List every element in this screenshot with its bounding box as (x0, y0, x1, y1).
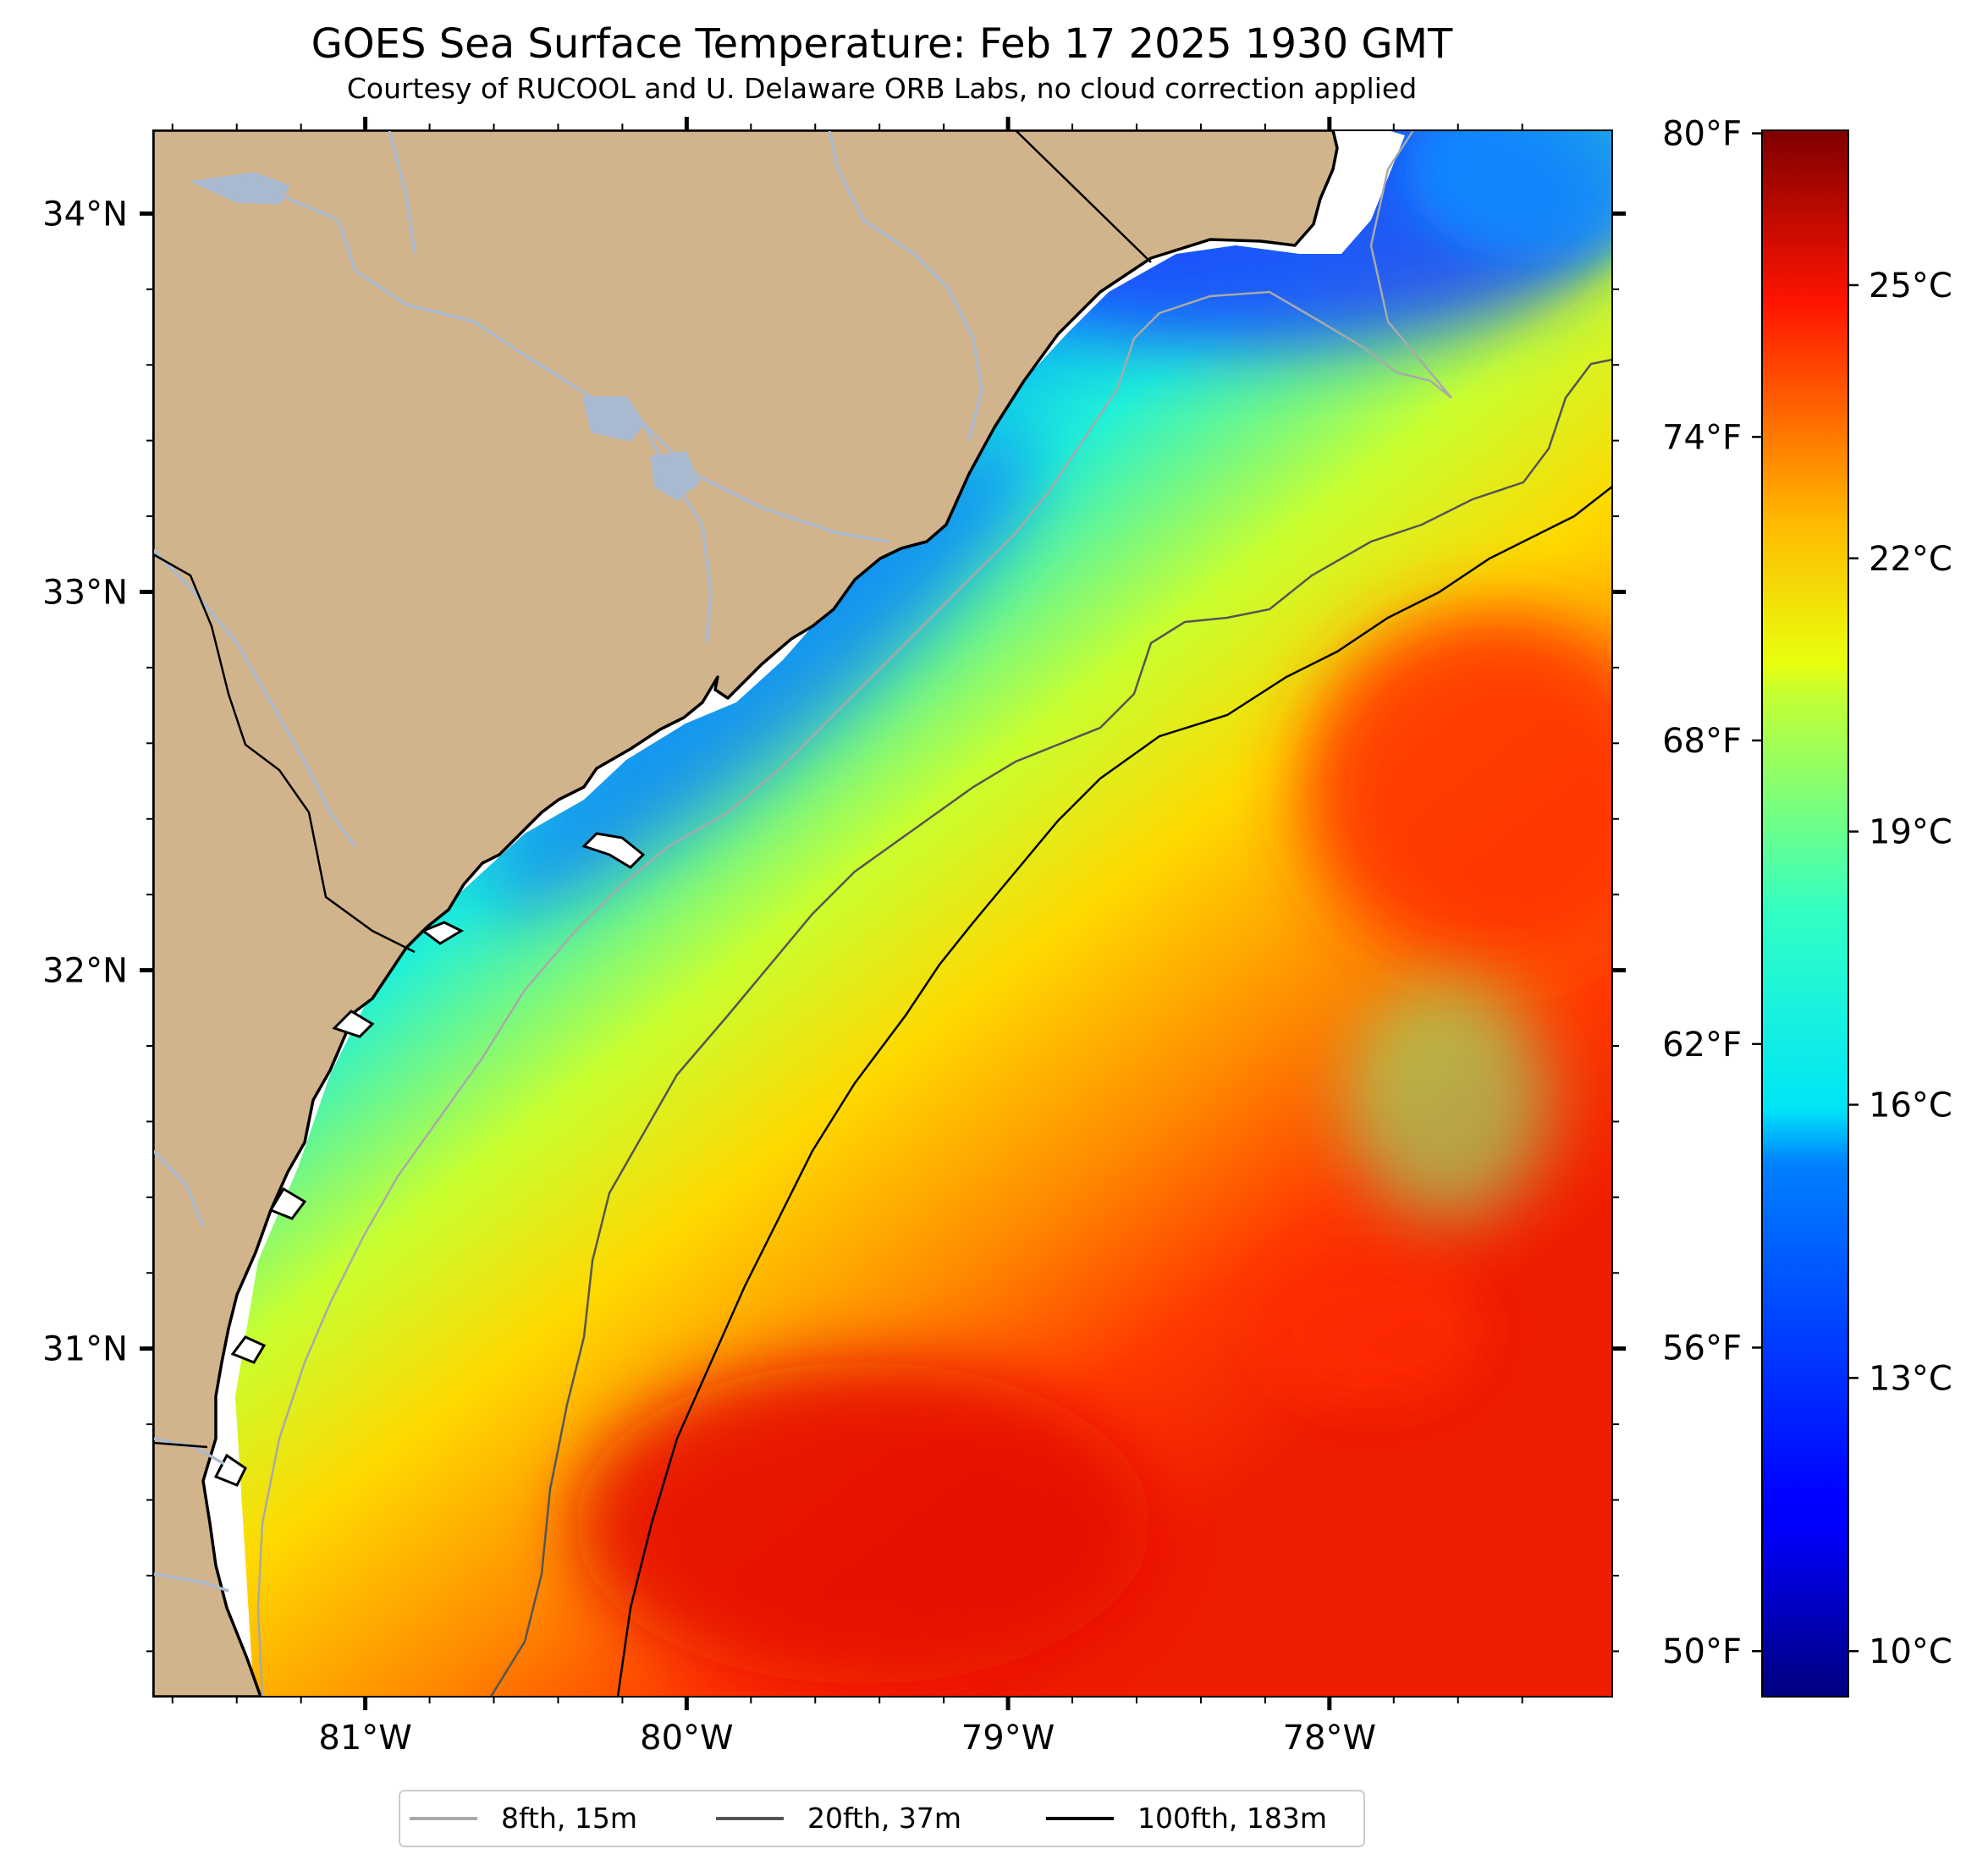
border-sc-ga (153, 553, 416, 954)
lat-tick-label: 31°N (42, 1330, 128, 1369)
isobath-8fth (256, 130, 1452, 1697)
river-waccamaw (388, 130, 416, 255)
border-nc-sc (1015, 130, 1152, 263)
celsius-tick-label: 19°C (1869, 813, 1952, 852)
celsius-tick-label: 25°C (1869, 267, 1952, 305)
isobath-100fth (616, 486, 1612, 1697)
fahrenheit-tick-label: 80°F (1662, 115, 1742, 154)
latitude-ticks: 34°N 33°N 32°N 31°N (42, 195, 1626, 1653)
celsius-tick-label: 22°C (1869, 540, 1952, 579)
land-mass (153, 130, 1339, 1697)
legend-label-100fth: 100fth, 183m (1137, 1802, 1327, 1835)
lon-tick-label: 81°W (318, 1719, 411, 1758)
celsius-tick-label: 16°C (1869, 1086, 1952, 1125)
cool-patch-east (1346, 982, 1549, 1219)
isobath-legend: 8fth, 15m 20fth, 37m 100fth, 183m (399, 1790, 1365, 1847)
river-satilla (153, 1572, 229, 1593)
celsius-tick-label: 13°C (1869, 1359, 1952, 1398)
map-frame (152, 129, 1613, 1698)
lon-tick-label: 80°W (640, 1719, 733, 1758)
river-santee (194, 180, 713, 644)
fahrenheit-tick-label: 68°F (1662, 722, 1742, 761)
warm-core-southeast (1261, 1252, 1481, 1405)
estuary-cuts (213, 832, 646, 1487)
lake-reservoir (650, 451, 701, 502)
map-plot (153, 130, 1612, 1697)
lat-tick-label: 34°N (42, 195, 128, 234)
fahrenheit-tick-label: 56°F (1662, 1329, 1742, 1367)
colorbar-celsius-ticks: 10°C 13°C 16°C 19°C 22°C 25°C (1848, 267, 1952, 1671)
cool-water-northeast (1405, 130, 1612, 262)
rivers (153, 130, 983, 1593)
isobath-20fth (489, 358, 1612, 1697)
fahrenheit-tick-label: 50°F (1662, 1632, 1742, 1671)
map-subtitle: Courtesy of RUCOOL and U. Delaware ORB L… (347, 72, 1417, 105)
warm-core-east (1303, 609, 1612, 965)
river-savannah (153, 1149, 205, 1228)
fahrenheit-tick-label: 62°F (1662, 1026, 1742, 1065)
lat-tick-label: 33°N (42, 573, 128, 612)
colorbar-gradient (1761, 129, 1849, 1698)
colorbar: 10°C 13°C 16°C 19°C 22°C 25°C 50°F 56°F 62°F 68°… (1662, 115, 1952, 1698)
river-pee-dee (828, 130, 983, 441)
fahrenheit-tick-label: 74°F (1662, 418, 1742, 457)
legend-label-20fth: 20fth, 37m (807, 1802, 961, 1835)
isobaths (256, 130, 1612, 1697)
river-edisto (153, 548, 357, 848)
lake-marion (189, 172, 290, 205)
state-borders (153, 130, 1152, 1449)
lon-tick-label: 78°W (1283, 1719, 1376, 1758)
legend-box (399, 1790, 1365, 1847)
map-title: GOES Sea Surface Temperature: Feb 17 202… (311, 20, 1453, 68)
lat-tick-label: 32°N (42, 952, 128, 991)
legend-label-8fth: 8fth, 15m (501, 1802, 637, 1835)
celsius-tick-label: 10°C (1869, 1632, 1952, 1671)
lon-tick-label: 79°W (961, 1719, 1055, 1758)
border-ga-fl (153, 1441, 208, 1449)
colorbar-fahrenheit-ticks: 50°F 56°F 62°F 68°F 74°F 80°F (1662, 115, 1762, 1671)
lake-moultrie (581, 396, 646, 442)
warm-core-south (575, 1362, 1151, 1684)
longitude-ticks: 81°W 80°W 79°W 78°W (171, 117, 1523, 1758)
